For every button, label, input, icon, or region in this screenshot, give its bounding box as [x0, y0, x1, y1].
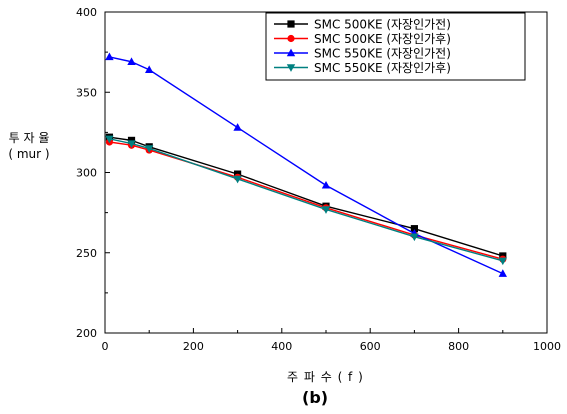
data-point	[127, 140, 136, 149]
y-tick-label: 200	[76, 327, 97, 340]
legend-label: SMC 550KE (자장인가후)	[314, 61, 451, 75]
y-tick-label: 250	[76, 247, 97, 260]
legend-marker	[286, 48, 296, 57]
y-axis-label: 투 자 율 ( mur )	[6, 130, 52, 162]
data-point	[105, 135, 114, 144]
y-tick-label: 350	[76, 86, 97, 99]
legend-entry: SMC 550KE (자장인가전)	[274, 47, 451, 61]
data-point	[233, 123, 242, 131]
y-tick-label: 400	[76, 6, 97, 19]
figure-sublabel: (b)	[302, 388, 329, 407]
data-point	[127, 57, 136, 65]
legend: SMC 500KE (자장인가전)SMC 500KE (자장인가후)SMC 55…	[265, 12, 526, 81]
ticks: 0 200 400 600 800 1000 200 250 300 350 400	[76, 6, 561, 353]
x-tick-label: 200	[183, 340, 204, 353]
series-4	[105, 135, 507, 266]
legend-box	[265, 12, 526, 81]
y-tick-label: 300	[76, 167, 97, 180]
legend-entry: SMC 550KE (자장인가후)	[274, 61, 451, 75]
data-point	[105, 52, 114, 61]
x-tick-label: 600	[360, 340, 381, 353]
data-point	[145, 65, 154, 73]
data-point	[498, 269, 507, 277]
legend-marker	[286, 64, 296, 72]
legend-entry: SMC 500KE (자장인가후)	[274, 32, 451, 46]
data-point	[321, 206, 331, 214]
legend-label: SMC 550KE (자장인가전)	[314, 47, 451, 61]
series-1	[105, 133, 507, 260]
series-3	[105, 52, 507, 277]
data-point	[233, 175, 242, 184]
legend-entry: SMC 500KE (자장인가전)	[274, 18, 451, 32]
series-layer	[105, 52, 507, 277]
series-line	[109, 56, 504, 275]
data-point	[127, 136, 136, 144]
data-point	[498, 257, 507, 266]
y-axis-label-line1: 투 자 율	[8, 131, 50, 145]
legend-label: SMC 500KE (자장인가후)	[314, 32, 451, 46]
legend-label: SMC 500KE (자장인가전)	[314, 18, 451, 32]
x-axis-label: 주 파 수 ( f )	[287, 370, 364, 384]
data-point	[410, 233, 419, 242]
data-point	[321, 180, 331, 189]
x-tick-label: 400	[271, 340, 292, 353]
series-2	[105, 138, 507, 263]
x-tick-label: 800	[448, 340, 469, 353]
data-point	[145, 145, 154, 153]
legend-marker	[287, 34, 295, 43]
series-line	[109, 141, 503, 260]
x-tick-label: 0	[102, 340, 109, 353]
data-point	[410, 225, 418, 233]
legend-marker	[287, 20, 295, 28]
y-axis-label-line2: ( mur )	[8, 147, 50, 161]
x-tick-label: 1000	[533, 340, 561, 353]
